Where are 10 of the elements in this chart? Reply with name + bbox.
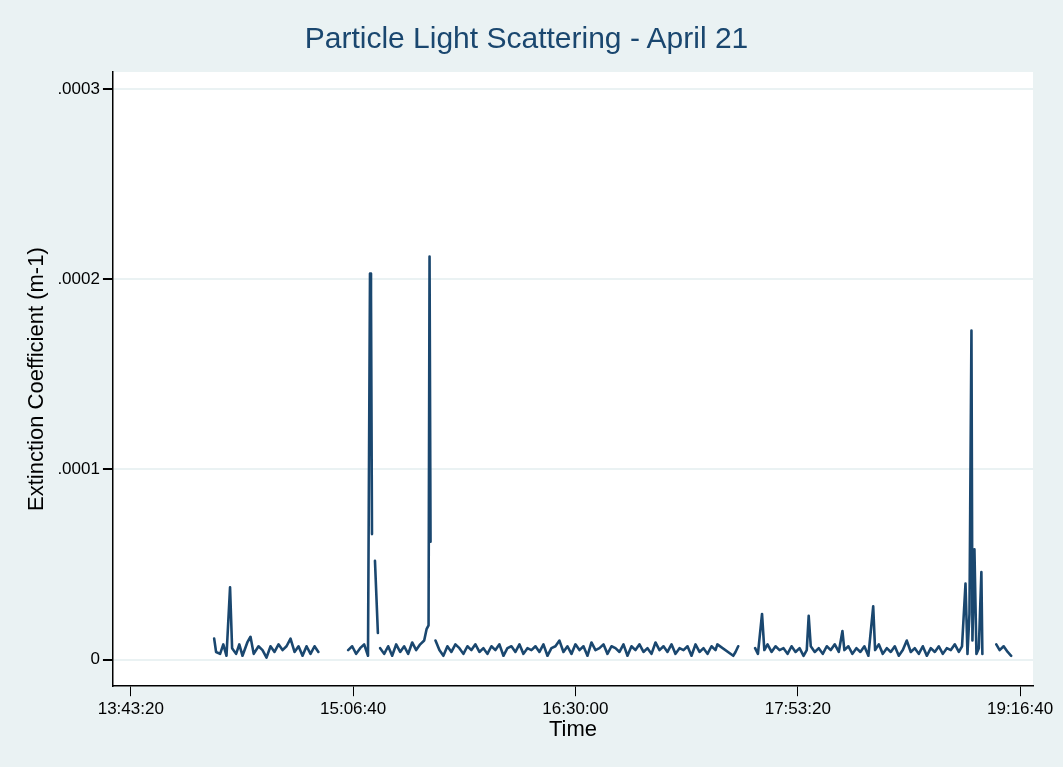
x-tick-label: 17:53:20 [764,699,831,719]
y-tick-label: .0001 [57,459,100,479]
y-tick-label: .0003 [57,78,100,98]
y-tick-label: .0002 [57,268,100,288]
chart-title: Particle Light Scattering - April 21 [304,21,749,55]
x-tick-label: 13:43:20 [97,699,164,719]
y-tick-label: 0 [90,649,100,669]
x-tick-label: 15:06:40 [320,699,387,719]
y-axis-title: Extinction Coefficient (m-1) [23,247,49,511]
x-tick-label: 19:16:40 [987,699,1054,719]
